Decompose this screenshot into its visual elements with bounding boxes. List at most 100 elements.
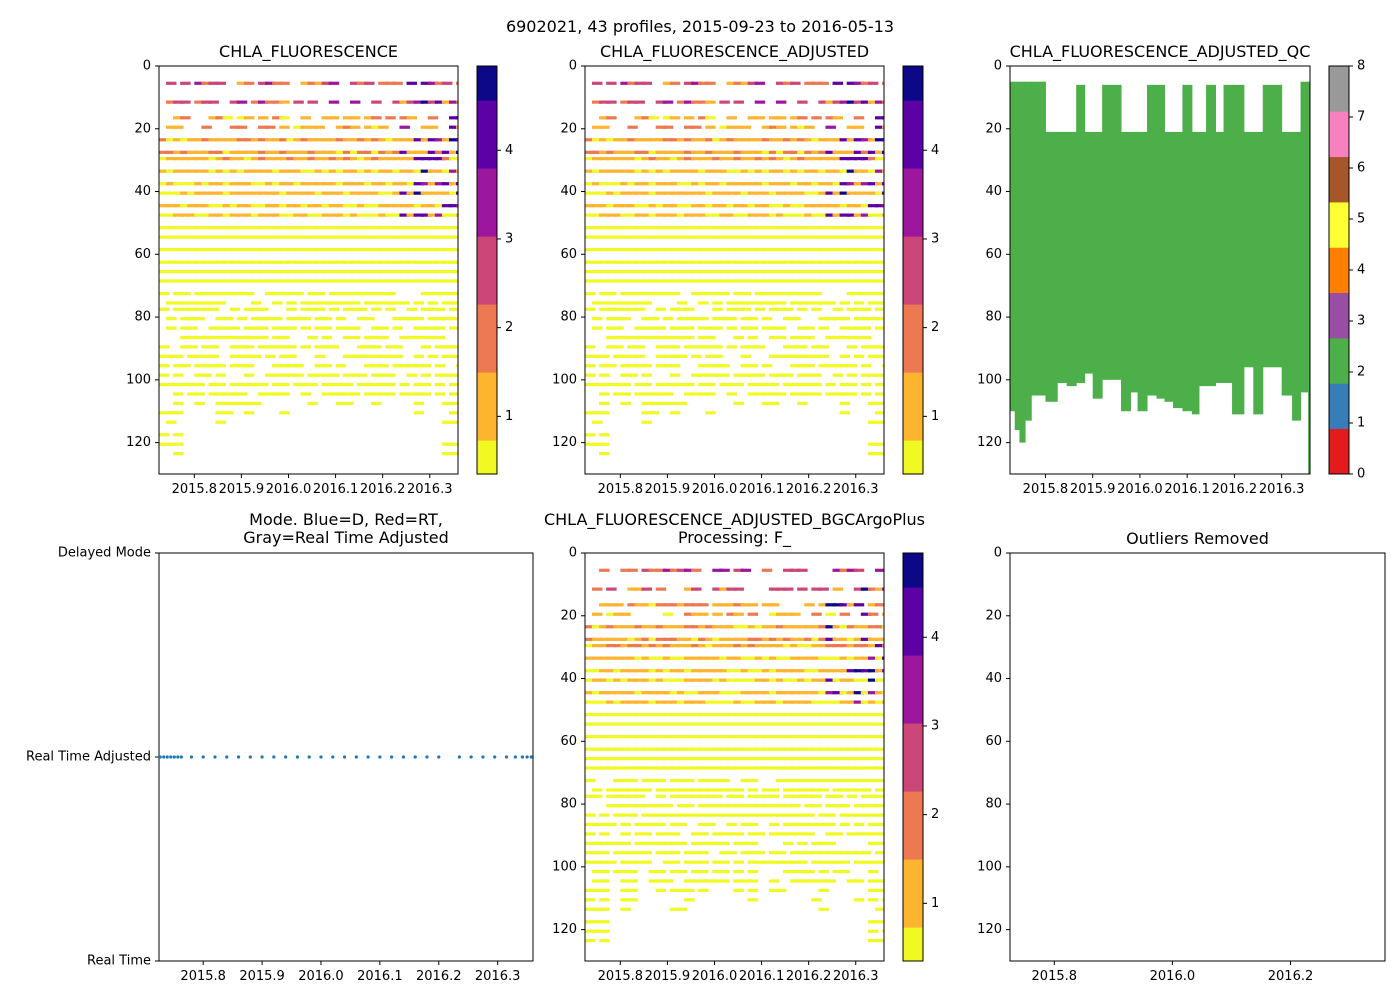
heatmap-cell xyxy=(364,345,375,349)
heatmap-cell xyxy=(860,656,872,660)
heatmap-cell xyxy=(747,138,759,142)
heatmap-cell xyxy=(434,382,446,387)
heatmap-cell xyxy=(768,354,780,358)
heatmap-cell xyxy=(683,603,695,607)
qc-bar xyxy=(1182,84,1193,412)
heatmap-cell xyxy=(613,794,624,798)
heatmap-cell xyxy=(335,213,347,217)
heatmap-cell xyxy=(719,644,730,648)
heatmap-cell xyxy=(634,182,645,186)
heatmap-cell xyxy=(606,317,617,321)
heatmap-cell xyxy=(314,191,326,195)
heatmap-cell xyxy=(775,888,787,893)
heatmap-cell xyxy=(427,191,439,195)
heatmap-cell xyxy=(683,568,695,572)
heatmap-cell xyxy=(712,354,723,358)
mode-point xyxy=(525,755,529,759)
heatmap-cell xyxy=(874,354,884,358)
heatmap-cell xyxy=(371,191,382,195)
heatmap-cell xyxy=(335,226,347,230)
heatmap-cell xyxy=(434,235,446,239)
y-tick-label: 60 xyxy=(560,734,577,749)
heatmap-cell xyxy=(434,157,446,161)
heatmap-cell xyxy=(592,700,603,704)
heatmap-cell xyxy=(867,150,879,154)
heatmap-cell xyxy=(159,169,170,173)
heatmap-cell xyxy=(279,125,290,129)
qc-bar xyxy=(1014,81,1020,431)
heatmap-cell xyxy=(286,326,297,330)
heatmap-cell xyxy=(853,335,865,340)
heatmap-cell xyxy=(740,326,752,330)
heatmap-cell xyxy=(215,373,226,377)
heatmap-cell xyxy=(349,81,361,85)
heatmap-cell xyxy=(747,279,759,283)
colorbar-segment xyxy=(903,276,923,285)
heatmap-cell xyxy=(676,757,688,761)
heatmap-cell xyxy=(846,270,858,274)
heatmap-cell xyxy=(307,270,318,274)
heatmap-cell xyxy=(683,326,695,330)
heatmap-cell xyxy=(349,150,361,154)
heatmap-cell xyxy=(797,644,808,648)
colorbar-segment xyxy=(477,310,497,319)
heatmap-cell xyxy=(733,656,744,660)
heatmap-cell xyxy=(634,116,645,120)
heatmap-cell xyxy=(250,150,262,154)
heatmap-cell xyxy=(222,326,234,330)
heatmap-cell xyxy=(166,354,177,358)
heatmap-cell xyxy=(662,851,674,855)
heatmap-cell xyxy=(712,603,723,607)
heatmap-cell xyxy=(648,235,660,239)
heatmap-cell xyxy=(441,373,453,377)
y-tick-label: 60 xyxy=(560,247,577,262)
heatmap-cell xyxy=(648,568,660,572)
heatmap-cell xyxy=(860,778,872,783)
heatmap-cell xyxy=(846,757,858,761)
heatmap-cell xyxy=(335,291,347,296)
heatmap-cell xyxy=(726,81,737,85)
heatmap-cell xyxy=(634,150,645,154)
heatmap-cell xyxy=(627,644,638,648)
heatmap-cell xyxy=(620,851,631,855)
heatmap-cell xyxy=(747,879,759,883)
heatmap-cell xyxy=(229,364,241,368)
mode-point xyxy=(307,755,311,759)
heatmap-cell xyxy=(867,700,879,704)
heatmap-cell xyxy=(726,656,737,660)
colorbar-segment xyxy=(903,174,923,183)
heatmap-cell xyxy=(448,182,458,186)
heatmap-cell xyxy=(853,822,865,827)
colorbar-segment xyxy=(903,845,923,853)
heatmap-cell xyxy=(740,813,752,817)
heatmap-cell xyxy=(655,191,667,195)
heatmap-cell xyxy=(818,317,829,321)
heatmap-cell xyxy=(719,713,730,717)
heatmap-cell xyxy=(662,235,674,239)
heatmap-cell xyxy=(599,568,610,572)
heatmap-cell xyxy=(783,860,794,864)
heatmap-cell xyxy=(719,138,730,142)
heatmap-cell xyxy=(655,279,667,283)
heatmap-cell xyxy=(236,138,248,142)
heatmap-cell xyxy=(683,317,695,321)
heatmap-cell xyxy=(768,150,780,154)
heatmap-cell xyxy=(754,669,766,673)
heatmap-cell xyxy=(599,442,610,446)
heatmap-cell xyxy=(783,766,794,770)
heatmap-cell xyxy=(173,204,184,208)
heatmap-cell xyxy=(733,138,744,142)
heatmap-cell xyxy=(768,382,780,387)
mode-point xyxy=(413,755,417,759)
heatmap-cell xyxy=(378,335,389,340)
heatmap-cell xyxy=(825,235,836,239)
heatmap-cell xyxy=(669,226,681,230)
heatmap-cell xyxy=(853,766,865,770)
heatmap-cell xyxy=(676,669,688,673)
heatmap-cell xyxy=(279,204,290,208)
heatmap-cell xyxy=(166,420,177,424)
heatmap-cell xyxy=(648,822,660,827)
heatmap-cell xyxy=(613,317,624,321)
heatmap-cell xyxy=(853,637,865,641)
colorbar-segment xyxy=(903,399,923,407)
